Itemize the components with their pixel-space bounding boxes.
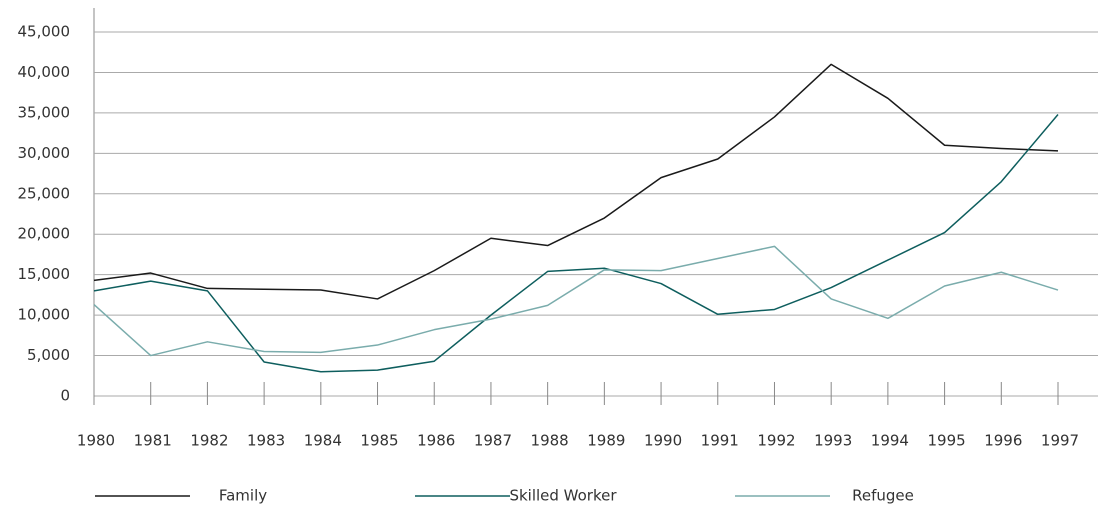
series-line xyxy=(93,63,1059,300)
y-tick-label: 5,000 xyxy=(27,346,70,364)
y-tick-label: 30,000 xyxy=(18,144,71,162)
x-tick-label: 1981 xyxy=(134,432,172,450)
x-tick-label: 1992 xyxy=(757,432,795,450)
x-tick-label: 1983 xyxy=(247,432,285,450)
x-tick-label: 1980 xyxy=(77,432,115,450)
x-tick-label: 1985 xyxy=(360,432,398,450)
x-tick-label: 1995 xyxy=(927,432,965,450)
legend-label: Refugee xyxy=(852,487,914,505)
x-tick-label: 1987 xyxy=(474,432,512,450)
x-tick-label: 1993 xyxy=(814,432,852,450)
x-tick-label: 1994 xyxy=(871,432,909,450)
x-tick-label: 1991 xyxy=(701,432,739,450)
y-tick-label: 15,000 xyxy=(18,265,71,283)
x-tick-label: 1984 xyxy=(304,432,342,450)
y-tick-label: 35,000 xyxy=(18,103,71,121)
x-tick-label: 1986 xyxy=(417,432,455,450)
x-tick-label: 1997 xyxy=(1041,432,1079,450)
x-tick-label: 1982 xyxy=(190,432,228,450)
x-tick-label: 1990 xyxy=(644,432,682,450)
x-tick-label: 1988 xyxy=(531,432,569,450)
y-tick-label: 20,000 xyxy=(18,225,71,243)
y-tick-label: 25,000 xyxy=(18,184,71,202)
series-line xyxy=(93,245,1059,357)
y-tick-label: 45,000 xyxy=(18,23,71,41)
y-tick-label: 0 xyxy=(60,387,70,405)
legend-label: Skilled Worker xyxy=(509,487,617,505)
y-tick-label: 10,000 xyxy=(18,306,71,324)
y-tick-label: 40,000 xyxy=(18,63,71,81)
x-tick-label: 1996 xyxy=(984,432,1022,450)
x-tick-label: 1989 xyxy=(587,432,625,450)
legend-label: Family xyxy=(219,487,267,505)
